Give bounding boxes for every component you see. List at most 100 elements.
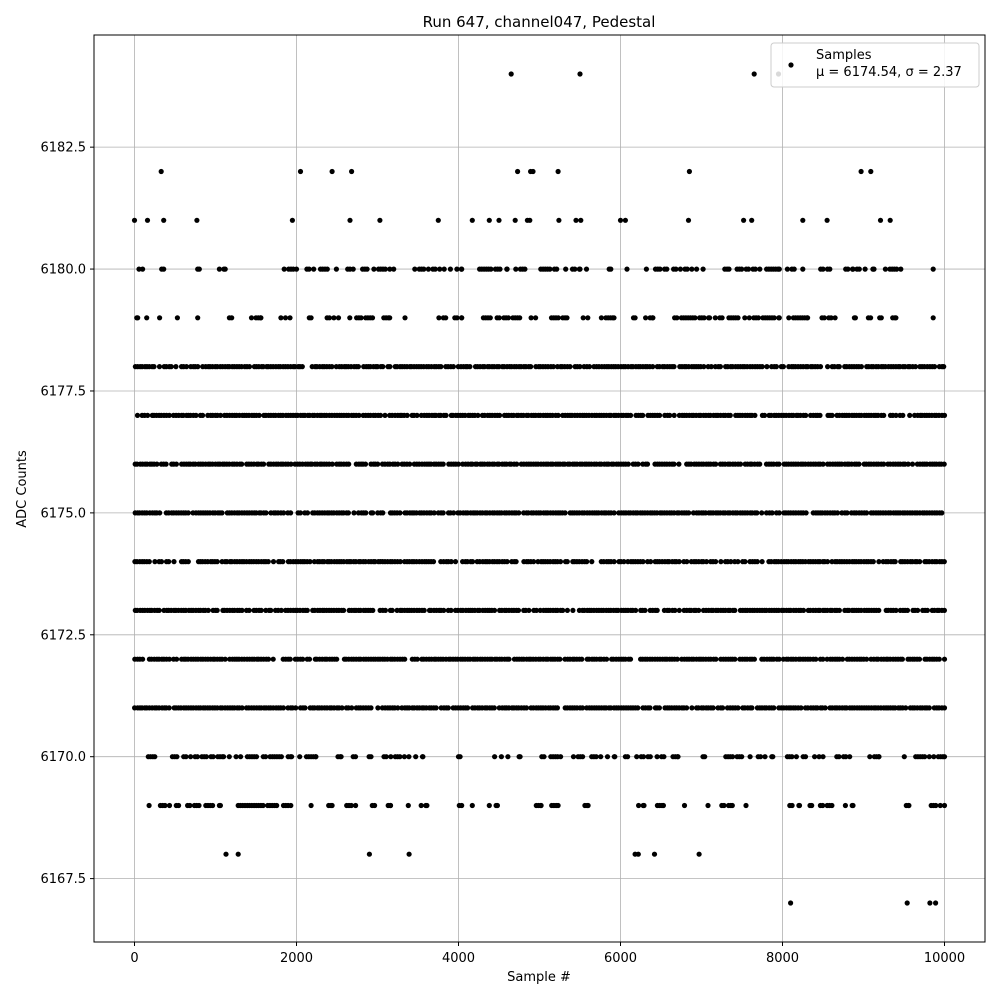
data-point xyxy=(238,754,244,760)
data-point xyxy=(892,559,898,565)
data-point xyxy=(900,412,906,418)
data-point xyxy=(530,168,536,175)
data-point xyxy=(937,802,943,809)
data-point xyxy=(705,802,711,809)
data-point xyxy=(828,315,834,321)
data-point xyxy=(850,266,856,272)
data-point xyxy=(454,266,460,272)
data-point xyxy=(757,754,764,760)
data-point xyxy=(694,266,700,272)
data-point xyxy=(907,412,913,418)
data-point xyxy=(372,802,378,809)
plot-frame xyxy=(93,34,986,943)
data-point xyxy=(657,412,663,418)
data-point xyxy=(824,559,831,565)
data-point xyxy=(528,364,534,370)
data-point xyxy=(654,754,660,760)
data-point xyxy=(531,559,537,565)
data-point xyxy=(435,217,441,223)
data-point xyxy=(166,412,172,418)
data-point xyxy=(555,315,561,321)
data-point xyxy=(134,412,141,418)
data-point xyxy=(346,461,352,467)
data-point xyxy=(158,559,165,565)
data-point xyxy=(941,607,948,614)
data-point xyxy=(611,559,617,565)
data-point xyxy=(538,802,544,809)
data-point xyxy=(805,315,811,321)
data-point xyxy=(893,315,899,321)
data-point xyxy=(436,315,442,321)
data-point xyxy=(496,315,502,321)
data-point xyxy=(457,754,463,760)
data-point xyxy=(185,559,191,565)
data-point xyxy=(676,559,682,565)
data-point xyxy=(657,266,663,272)
data-point xyxy=(496,217,502,223)
data-point xyxy=(894,266,900,272)
data-point xyxy=(739,754,745,760)
x-axis-label: Sample # xyxy=(507,970,571,985)
data-point xyxy=(313,754,319,760)
data-point xyxy=(366,851,372,857)
data-point xyxy=(757,266,763,272)
data-point xyxy=(941,364,947,370)
data-point xyxy=(793,754,800,760)
data-point xyxy=(909,461,916,467)
data-point xyxy=(824,217,830,223)
data-point xyxy=(696,607,702,614)
data-point xyxy=(362,461,369,467)
data-point xyxy=(800,607,807,614)
data-point xyxy=(246,607,252,614)
y-tick-label: 6175.0 xyxy=(41,506,87,521)
data-point xyxy=(437,266,443,272)
data-point xyxy=(661,754,667,760)
data-point xyxy=(635,705,641,711)
data-point xyxy=(333,266,339,272)
data-point xyxy=(560,607,566,614)
data-point xyxy=(515,607,522,614)
data-point xyxy=(881,461,887,467)
data-point xyxy=(677,266,684,272)
data-point xyxy=(718,559,724,565)
data-point xyxy=(349,168,355,175)
data-point xyxy=(280,559,286,565)
data-point xyxy=(686,168,693,175)
data-point xyxy=(648,559,654,565)
data-point xyxy=(671,461,677,467)
legend-stats: μ = 6174.54, σ = 2.37 xyxy=(816,65,962,80)
data-point xyxy=(216,266,222,272)
data-point xyxy=(505,315,511,321)
data-point xyxy=(450,364,456,370)
data-points xyxy=(131,71,948,906)
data-point xyxy=(397,510,403,516)
data-point xyxy=(329,168,335,175)
data-point xyxy=(174,315,180,321)
data-point xyxy=(258,607,264,614)
data-point xyxy=(764,364,770,370)
data-point xyxy=(845,266,851,272)
data-point xyxy=(183,754,189,760)
x-tick-label: 6000 xyxy=(604,951,637,966)
x-tick-label: 2000 xyxy=(280,951,313,966)
data-point xyxy=(927,900,933,906)
data-point xyxy=(864,656,870,662)
data-point xyxy=(745,266,752,272)
data-point xyxy=(784,266,791,272)
data-point xyxy=(388,754,394,760)
data-point xyxy=(640,559,646,565)
data-point xyxy=(635,851,641,857)
data-point xyxy=(256,412,262,418)
data-point xyxy=(732,656,738,662)
legend-series-name: Samples xyxy=(816,48,872,63)
x-axis-ticks: 0 2000 4000 6000 8000 10000 xyxy=(130,942,965,966)
y-axis-label: ADC Counts xyxy=(15,450,30,528)
data-point xyxy=(140,656,146,662)
data-point xyxy=(329,802,335,809)
data-point xyxy=(377,217,383,223)
data-point xyxy=(924,607,931,614)
data-point xyxy=(504,559,510,565)
data-point xyxy=(205,607,211,614)
data-point xyxy=(898,266,904,272)
data-point xyxy=(820,266,826,272)
